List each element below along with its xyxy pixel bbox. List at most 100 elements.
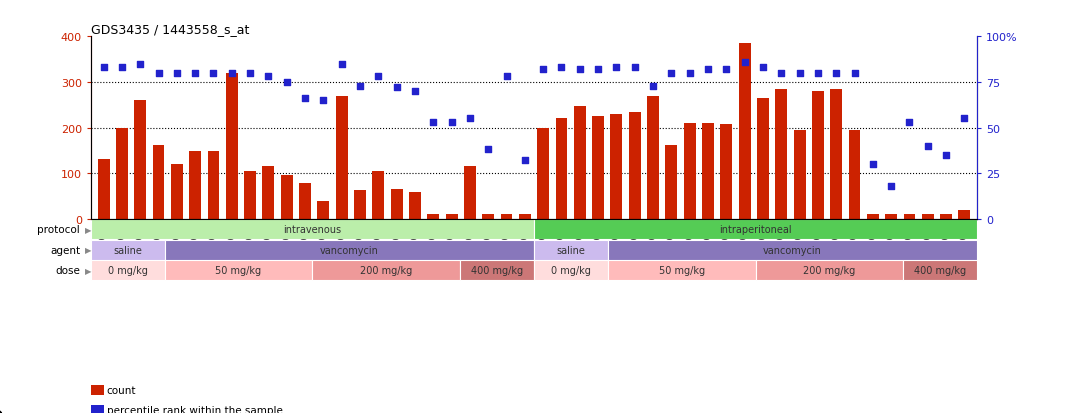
Bar (757, 99, 769, 219)
Bar (534, 261, 608, 280)
Text: ▶: ▶ (85, 225, 92, 234)
Point (791, 70, 808, 77)
Bar (702, 123, 713, 219)
Point (150, 70, 167, 77)
Bar (164, 261, 312, 280)
Bar (225, 74, 238, 219)
Point (443, 119, 460, 126)
Bar (629, 112, 641, 219)
Bar (794, 131, 805, 219)
Bar (720, 125, 733, 219)
Point (828, 70, 845, 77)
Bar (574, 107, 585, 219)
Point (864, 161, 881, 168)
Bar (608, 240, 977, 260)
Point (113, 65, 130, 71)
Point (516, 158, 533, 164)
Text: intraperitoneal: intraperitoneal (719, 225, 792, 235)
Bar (534, 220, 977, 240)
Point (260, 74, 277, 81)
Point (498, 74, 515, 81)
Point (901, 119, 918, 126)
Bar (501, 215, 513, 219)
Bar (460, 261, 534, 280)
Point (223, 70, 240, 77)
Text: saline: saline (113, 245, 142, 255)
Point (315, 97, 332, 104)
Point (187, 70, 204, 77)
Bar (409, 193, 421, 219)
Bar (519, 215, 531, 219)
Text: 200 mg/kg: 200 mg/kg (360, 266, 412, 275)
Point (626, 65, 643, 71)
Bar (483, 215, 494, 219)
Point (773, 70, 790, 77)
Bar (135, 101, 146, 219)
Bar (739, 44, 751, 219)
Text: ▶: ▶ (85, 246, 92, 254)
Bar (464, 167, 476, 219)
Point (644, 83, 661, 90)
Bar (91, 240, 164, 260)
Point (920, 143, 937, 150)
Bar (313, 261, 460, 280)
Text: 200 mg/kg: 200 mg/kg (803, 266, 855, 275)
Bar (391, 190, 403, 219)
Bar (153, 145, 164, 219)
Point (425, 119, 442, 126)
Text: 50 mg/kg: 50 mg/kg (659, 266, 705, 275)
Text: 400 mg/kg: 400 mg/kg (471, 266, 523, 275)
Point (608, 65, 625, 71)
Bar (922, 215, 933, 219)
Text: 400 mg/kg: 400 mg/kg (914, 266, 967, 275)
Bar (373, 171, 384, 219)
Bar (91, 261, 164, 280)
Point (663, 70, 680, 77)
Point (205, 70, 222, 77)
Bar (445, 215, 457, 219)
Point (590, 66, 607, 73)
Point (95, 65, 112, 71)
Text: vancomycin: vancomycin (320, 245, 379, 255)
Bar (830, 90, 843, 219)
Bar (534, 240, 608, 260)
Bar (885, 215, 897, 219)
Bar (592, 117, 604, 219)
Text: agent: agent (50, 245, 80, 255)
Point (297, 96, 314, 102)
Bar (189, 152, 201, 219)
Bar (647, 96, 659, 219)
Bar (263, 167, 274, 219)
Bar (91, 220, 534, 240)
Point (131, 61, 148, 68)
Point (700, 66, 717, 73)
Bar (756, 261, 904, 280)
Point (480, 147, 497, 153)
Bar (171, 165, 183, 219)
Point (241, 70, 258, 77)
Bar (665, 145, 677, 219)
Text: saline: saline (556, 245, 585, 255)
Bar (812, 92, 823, 219)
Point (846, 70, 863, 77)
Point (553, 65, 570, 71)
Point (681, 70, 698, 77)
Text: 0 mg/kg: 0 mg/kg (108, 266, 147, 275)
Bar (281, 176, 293, 219)
Bar (299, 184, 311, 219)
Bar (611, 114, 623, 219)
Point (882, 183, 899, 190)
Bar (164, 240, 534, 260)
Bar (207, 152, 219, 219)
Bar (940, 215, 952, 219)
Bar (958, 210, 971, 219)
Text: 50 mg/kg: 50 mg/kg (216, 266, 262, 275)
Bar (904, 261, 977, 280)
Bar (775, 90, 787, 219)
Bar (555, 119, 567, 219)
Text: percentile rank within the sample: percentile rank within the sample (107, 405, 283, 413)
Point (571, 66, 588, 73)
Point (351, 83, 368, 90)
Bar (97, 160, 110, 219)
Bar (867, 215, 879, 219)
